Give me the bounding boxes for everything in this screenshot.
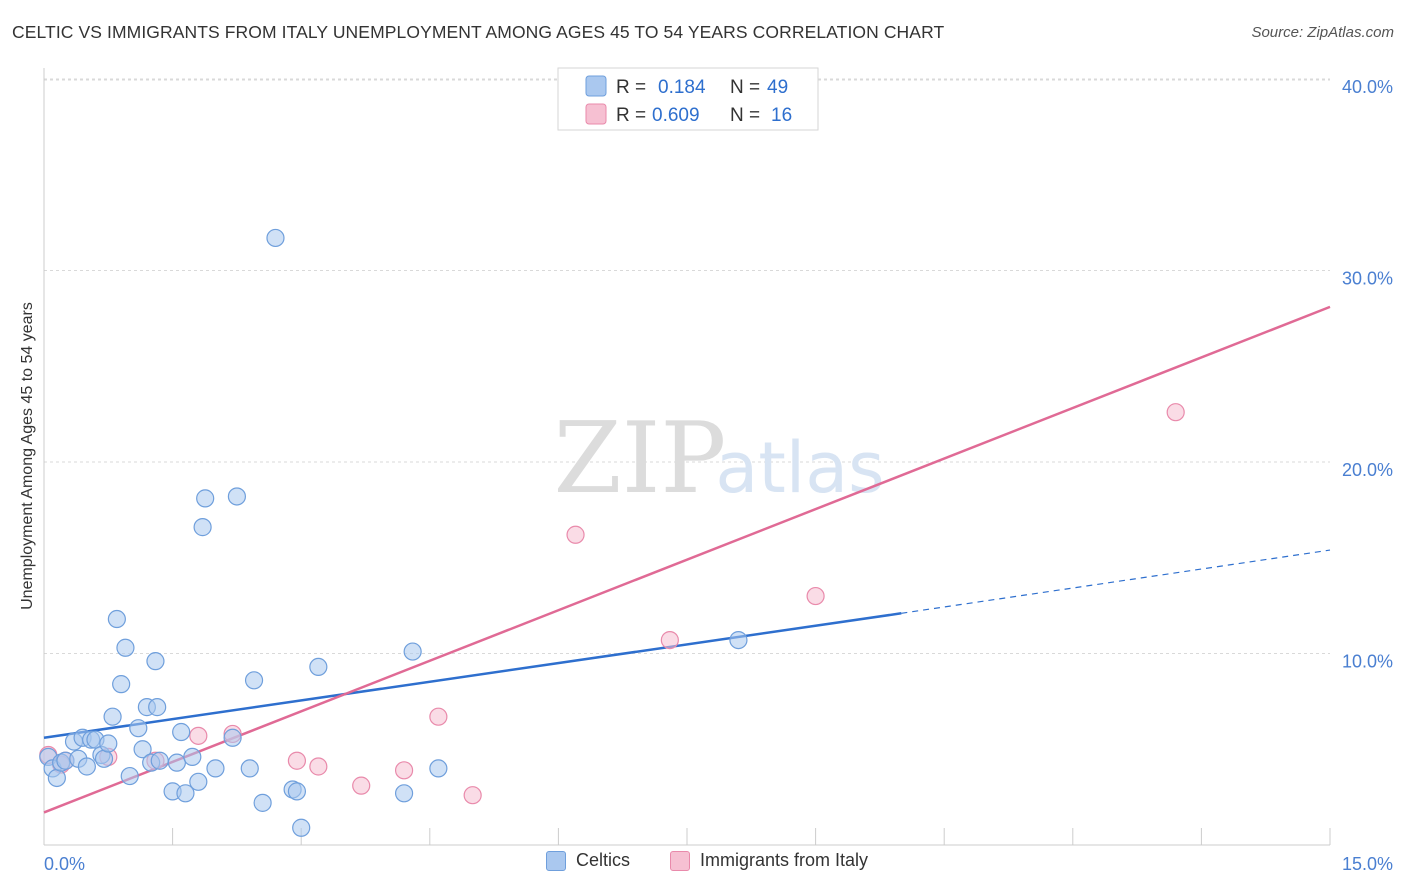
celtics-point-42 xyxy=(287,782,307,801)
celtics-point-23 xyxy=(146,652,165,671)
legend-swatch-celtics xyxy=(585,75,607,97)
celtics-point-24 xyxy=(148,698,167,717)
celtics-point-35 xyxy=(227,487,246,506)
celtics-point-31 xyxy=(189,772,208,791)
legend-swatch-italy xyxy=(585,103,607,125)
celtics-point-32 xyxy=(193,518,212,537)
celtics-point-14 xyxy=(103,707,122,726)
x-tick-label-max: 15.0% xyxy=(1342,854,1393,874)
italy-point-13 xyxy=(566,525,585,544)
legend-swatch-italy-bottom xyxy=(670,850,690,871)
italy-point-12 xyxy=(463,786,482,805)
celtics-point-29 xyxy=(176,784,195,803)
italy-point-16 xyxy=(1166,403,1185,422)
legend-label-italy: Immigrants from Italy xyxy=(700,850,869,870)
celtics-point-48 xyxy=(729,630,748,650)
tick-labels: 10.0% 20.0% 30.0% 40.0% 0.0% 15.0% xyxy=(44,77,1393,874)
celtics-point-2 xyxy=(47,768,66,788)
celtics-point-38 xyxy=(244,671,264,690)
source-label: Source: ZipAtlas.com xyxy=(1251,24,1394,41)
series-legend: Celtics Immigrants from Italy xyxy=(0,850,1406,878)
celtics-point-28 xyxy=(172,722,191,742)
legend-item-celtics: Celtics xyxy=(546,850,630,871)
italy-trend-line xyxy=(43,305,1331,814)
watermark: ZIP atlas xyxy=(554,402,885,516)
celtics-point-19 xyxy=(129,719,148,738)
legend-n-value-italy: 16 xyxy=(771,105,792,126)
legend-r-label-italy: R = xyxy=(616,105,646,126)
celtics-point-13 xyxy=(99,734,118,753)
celtics-point-44 xyxy=(309,657,328,677)
celtics-point-37 xyxy=(240,759,259,778)
legend-item-italy: Immigrants from Italy xyxy=(670,850,868,871)
celtics-point-17 xyxy=(116,638,135,657)
celtics-point-16 xyxy=(112,675,131,694)
axes xyxy=(43,68,1331,846)
italy-point-10 xyxy=(394,761,414,780)
legend-r-value-celtics: 0.184 xyxy=(658,77,706,98)
watermark-atlas: atlas xyxy=(715,427,884,509)
celtics-point-45 xyxy=(394,784,414,803)
trend-lines xyxy=(43,305,1331,814)
data-points xyxy=(39,228,1185,837)
y-tick-label-2: 30.0% xyxy=(1342,269,1393,289)
celtics-point-15 xyxy=(107,609,126,629)
italy-point-5 xyxy=(189,726,208,745)
celtics-point-47 xyxy=(429,759,448,778)
celtics-point-46 xyxy=(403,642,422,661)
italy-point-11 xyxy=(429,707,448,726)
celtics-point-39 xyxy=(253,793,272,812)
watermark-zip: ZIP xyxy=(554,402,727,516)
celtics-point-43 xyxy=(292,818,311,837)
legend-swatch-celtics-bottom xyxy=(546,850,566,871)
celtics-point-34 xyxy=(206,759,225,778)
x-tick-label-min: 0.0% xyxy=(44,854,85,874)
stats-legend: R = 0.184 N = 49 R = 0.609 N = 16 xyxy=(557,67,819,131)
legend-n-label-italy: N = xyxy=(730,105,760,126)
celtics-point-40 xyxy=(266,228,285,248)
celtics-point-27 xyxy=(167,753,186,772)
legend-r-label-celtics: R = xyxy=(616,77,646,98)
legend-n-label-celtics: N = xyxy=(730,77,760,98)
legend-n-value-celtics: 49 xyxy=(767,77,788,98)
grid-lines xyxy=(44,78,1330,654)
italy-point-9 xyxy=(352,776,371,795)
celtics-point-36 xyxy=(223,728,242,747)
celtics-point-20 xyxy=(133,740,152,759)
celtics-point-30 xyxy=(183,747,202,767)
y-tick-label-0: 10.0% xyxy=(1342,652,1393,672)
y-tick-label-3: 40.0% xyxy=(1342,77,1393,97)
italy-point-15 xyxy=(806,586,825,606)
celtics-point-33 xyxy=(196,489,215,508)
legend-r-value-italy: 0.609 xyxy=(652,105,700,126)
chart-title: CELTIC VS IMMIGRANTS FROM ITALY UNEMPLOY… xyxy=(12,22,945,42)
celtics-trend-extension xyxy=(901,549,1331,614)
celtics-point-25 xyxy=(150,751,169,770)
legend-label-celtics: Celtics xyxy=(576,850,631,870)
celtics-trend-line xyxy=(43,612,902,739)
italy-point-7 xyxy=(287,751,307,770)
italy-point-14 xyxy=(660,630,679,650)
italy-point-8 xyxy=(309,757,328,776)
celtics-point-18 xyxy=(120,766,139,786)
celtics-point-8 xyxy=(77,757,96,776)
y-tick-label-1: 20.0% xyxy=(1342,460,1393,480)
celtics-point-12 xyxy=(94,749,114,768)
